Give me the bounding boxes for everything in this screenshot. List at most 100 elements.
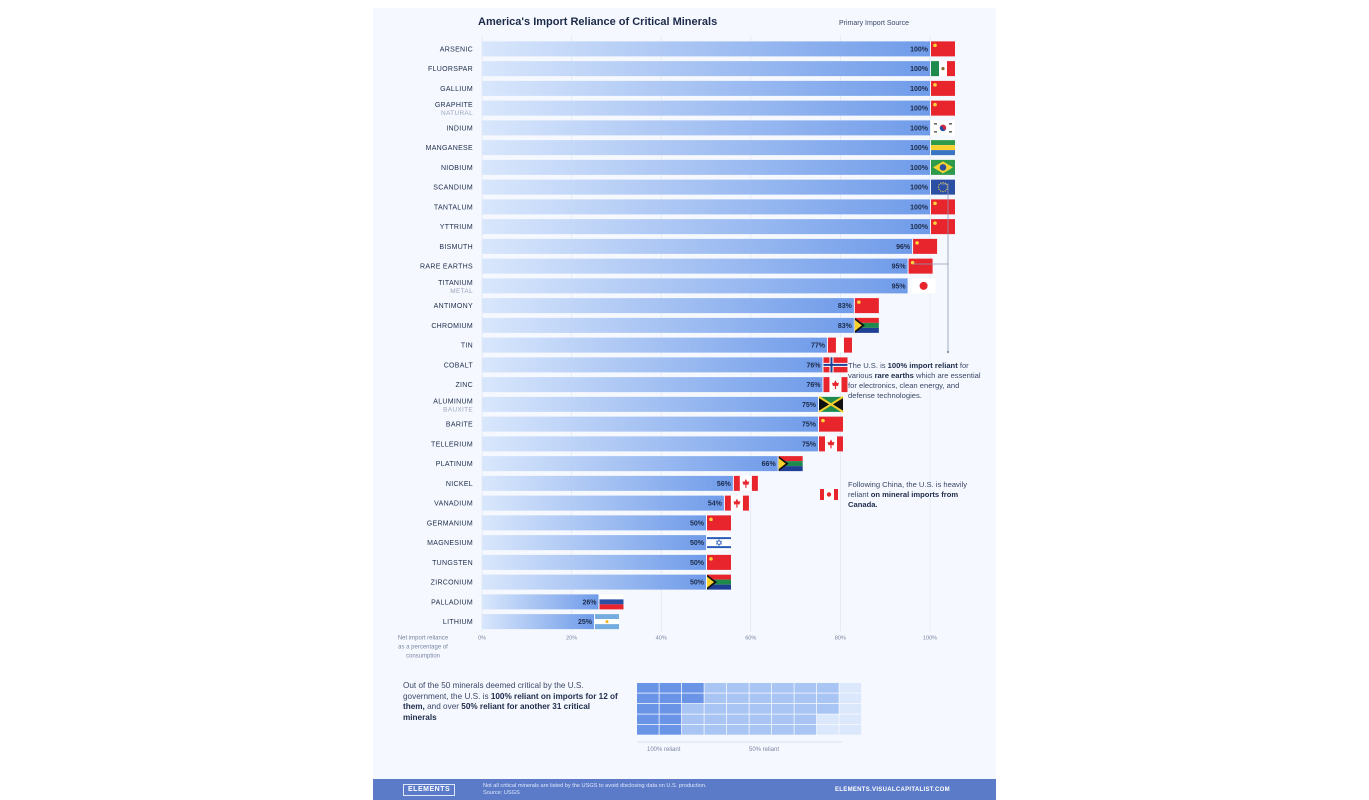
flag-part — [742, 495, 749, 511]
flag-star — [946, 188, 948, 190]
flag-japan-icon — [911, 278, 936, 294]
flag-canada-icon — [733, 475, 758, 491]
flag-sun — [605, 620, 609, 624]
bar-value-label: 100% — [910, 204, 929, 211]
flag-part — [931, 61, 939, 77]
bar — [482, 80, 930, 96]
flag-part — [931, 100, 955, 116]
flag-star — [940, 190, 942, 192]
flag-part — [949, 131, 952, 133]
flag-part — [595, 624, 619, 630]
bar — [482, 594, 599, 610]
rare-earths-bracket — [941, 183, 949, 352]
flag-part — [931, 145, 955, 151]
flag-part — [733, 475, 740, 491]
bar-value-label: 50% — [690, 540, 705, 547]
waffle-cell — [727, 714, 749, 725]
flag-china-icon — [931, 199, 955, 215]
flag-part — [818, 396, 844, 413]
bar-value-label: 100% — [910, 165, 929, 172]
waffle-cell — [727, 704, 749, 714]
flag-canada-icon — [819, 436, 843, 452]
flag-part — [931, 219, 955, 235]
flag-part — [707, 576, 714, 588]
waffle-cell — [704, 725, 727, 735]
flag-israel-icon — [707, 535, 731, 551]
flag-part — [934, 131, 937, 133]
waffle-cell — [794, 725, 817, 735]
flag-star — [715, 539, 723, 545]
flag-china-icon — [931, 80, 955, 96]
flag-star — [709, 517, 713, 522]
flag-part — [823, 377, 830, 393]
footer-disclaimer: Not all critical minerals are listed by … — [483, 783, 707, 789]
flag-part — [820, 489, 824, 500]
bar — [482, 238, 913, 254]
infographic-card: America's Import Reliance of Critical Mi… — [373, 8, 996, 800]
flag-part — [834, 489, 838, 500]
waffle-cell — [772, 714, 794, 725]
flag-china-icon — [931, 100, 955, 116]
waffle-cell — [637, 683, 659, 693]
bar-value-label: 95% — [892, 264, 907, 271]
flag-part — [854, 327, 879, 333]
bar-value-label: 66% — [762, 461, 777, 468]
flag-part — [707, 546, 731, 549]
waffle-cell — [817, 725, 839, 735]
rare-earths-note: The U.S. is 100% import reliant for vari… — [848, 361, 981, 400]
flag-part — [778, 461, 803, 467]
flag-part — [854, 317, 879, 323]
flag-part — [724, 495, 731, 511]
waffle-cell — [704, 683, 727, 693]
footer-url[interactable]: ELEMENTS.VISUALCAPITALIST.COM — [835, 787, 950, 793]
bar-value-label: 100% — [910, 86, 929, 93]
summary-text: Out of the 50 minerals deemed critical b… — [403, 681, 618, 722]
flag-star — [709, 557, 713, 561]
flag-part — [823, 363, 848, 366]
bar — [482, 159, 930, 175]
mineral-name-label: SCANDIUM — [433, 185, 473, 192]
flag-norway-icon — [823, 357, 848, 373]
flag-star — [942, 182, 944, 184]
waffle-cell — [659, 693, 682, 704]
flag-china-icon — [854, 298, 879, 314]
flag-part — [707, 574, 731, 580]
flag-part — [831, 396, 843, 412]
bar — [482, 278, 908, 294]
flag-part — [854, 322, 879, 328]
flag-part — [751, 475, 758, 491]
waffle-cell — [794, 693, 817, 704]
mineral-name-label: TANTALUM — [434, 204, 473, 211]
waffle-cell — [727, 693, 749, 704]
bar-value-label: 26% — [582, 599, 597, 606]
bar-chart: 0% 20% 40% 60% 80% 100% 100% ARSENIC 100% FLUORSP… — [398, 36, 955, 753]
flag-part — [778, 456, 803, 462]
flag-leaf — [826, 492, 832, 497]
flag-star — [933, 83, 937, 87]
waffle-cell — [772, 725, 794, 735]
waffle-cell — [749, 704, 772, 714]
mineral-name-label: PLATINUM — [436, 461, 473, 468]
x-tick-label: 0% — [478, 636, 486, 642]
bar-value-label: 100% — [910, 46, 929, 53]
flag-china-icon — [931, 219, 955, 235]
flag-china-icon — [913, 238, 938, 254]
bar-value-label: 75% — [802, 441, 817, 448]
flag-leaf — [733, 498, 741, 508]
waffle-cell — [682, 725, 704, 735]
bar-value-label: 50% — [690, 520, 705, 527]
mineral-name-label: ARSENIC — [440, 46, 473, 53]
flag-star — [946, 184, 948, 186]
mineral-name-label: ANTIMONY — [434, 303, 473, 310]
waffle-cell — [749, 683, 772, 693]
waffle-label-full: 100% reliant — [647, 747, 681, 753]
bar — [482, 495, 724, 511]
footer-note: Not all critical minerals are listed by … — [483, 783, 813, 796]
waffle-cell — [817, 704, 839, 714]
flag-star — [715, 540, 723, 547]
waffle-cell — [637, 693, 659, 704]
waffle-cell — [682, 693, 704, 704]
flag-part — [841, 377, 848, 393]
waffle-cell — [794, 704, 817, 714]
waffle-cell — [704, 693, 727, 704]
